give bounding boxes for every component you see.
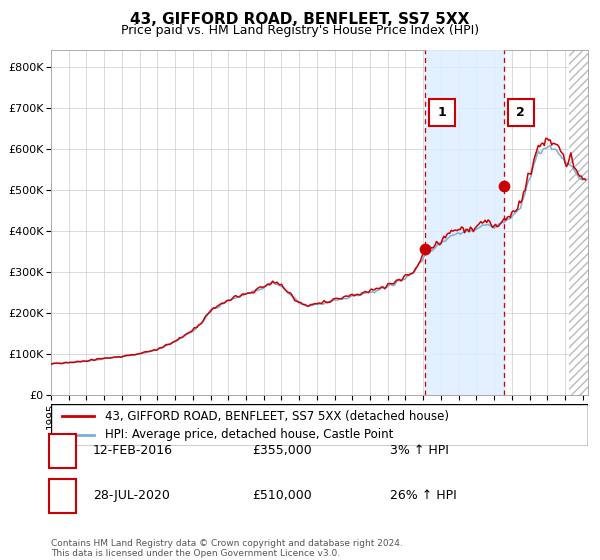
Text: £510,000: £510,000 [252,489,312,502]
Text: Price paid vs. HM Land Registry's House Price Index (HPI): Price paid vs. HM Land Registry's House … [121,24,479,37]
Text: 12-FEB-2016: 12-FEB-2016 [93,444,173,458]
Text: 1: 1 [58,444,67,458]
Text: 1: 1 [437,106,446,119]
FancyBboxPatch shape [508,99,533,126]
Text: 2: 2 [58,489,67,502]
Bar [425,50,504,395]
Text: 43, GIFFORD ROAD, BENFLEET, SS7 5XX: 43, GIFFORD ROAD, BENFLEET, SS7 5XX [130,12,470,27]
Text: HPI: Average price, detached house, Castle Point: HPI: Average price, detached house, Cast… [105,428,393,441]
Text: Contains HM Land Registry data © Crown copyright and database right 2024.
This d: Contains HM Land Registry data © Crown c… [51,539,403,558]
Bar [569,50,597,395]
Text: 43, GIFFORD ROAD, BENFLEET, SS7 5XX (detached house): 43, GIFFORD ROAD, BENFLEET, SS7 5XX (det… [105,409,449,423]
Point [421,245,430,254]
Bar [569,50,597,395]
Text: 3% ↑ HPI: 3% ↑ HPI [390,444,449,458]
FancyBboxPatch shape [429,99,455,126]
Text: 2: 2 [516,106,525,119]
Point [499,181,509,190]
Text: £355,000: £355,000 [252,444,312,458]
Text: 28-JUL-2020: 28-JUL-2020 [93,489,170,502]
Text: 26% ↑ HPI: 26% ↑ HPI [390,489,457,502]
